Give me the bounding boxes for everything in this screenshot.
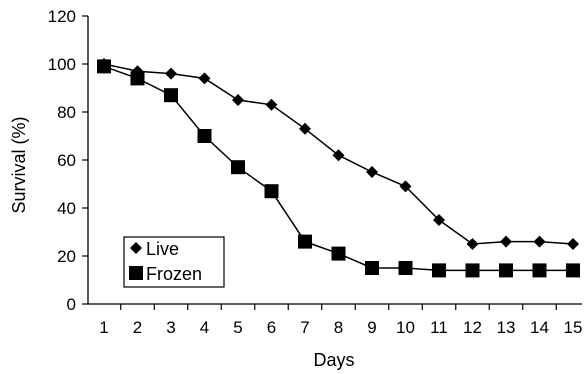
data-point-frozen [398, 261, 413, 275]
data-point-frozen [97, 59, 111, 74]
x-axis-label: Days [313, 350, 354, 370]
data-point-live [232, 94, 244, 106]
x-tick-label: 2 [133, 318, 142, 337]
data-point-live [500, 235, 512, 248]
x-tick-label: 7 [300, 318, 309, 337]
data-point-frozen [365, 261, 379, 275]
data-point-frozen [264, 184, 279, 199]
y-tick-label: 20 [57, 247, 76, 266]
x-tick-label: 4 [200, 318, 209, 337]
series-layer [97, 58, 580, 278]
data-point-frozen [231, 160, 245, 175]
data-point-live [533, 235, 546, 248]
data-point-frozen [566, 263, 580, 278]
x-tick-label: 3 [166, 318, 175, 337]
y-tick-label: 120 [48, 7, 76, 26]
x-tick-label: 8 [334, 318, 343, 337]
x-tick-label: 6 [267, 318, 276, 337]
legend-frozen-marker [129, 266, 143, 280]
legend-frozen-label: Frozen [146, 264, 202, 284]
y-tick-label: 80 [57, 103, 76, 122]
data-point-live [366, 166, 378, 178]
x-tick-label: 10 [396, 318, 415, 337]
data-point-live [198, 72, 211, 85]
legend-live-label: Live [146, 239, 179, 259]
y-tick-label: 60 [57, 151, 76, 170]
data-point-live [299, 122, 311, 135]
x-tick-label: 12 [463, 318, 482, 337]
data-point-frozen [532, 263, 547, 278]
data-point-live [433, 214, 445, 226]
data-point-frozen [331, 246, 346, 261]
legend-live-marker [130, 242, 142, 254]
x-tick-label: 13 [497, 318, 516, 337]
y-tick-label: 100 [48, 55, 76, 74]
y-tick-label: 40 [57, 199, 76, 218]
data-point-live [567, 238, 579, 250]
data-point-frozen [432, 263, 446, 278]
data-point-live [165, 67, 177, 80]
data-point-frozen [298, 234, 312, 249]
data-point-frozen [499, 263, 513, 278]
x-tick-label: 9 [367, 318, 376, 337]
x-tick-label: 15 [564, 318, 583, 337]
x-tick-label: 5 [233, 318, 242, 337]
data-point-frozen [164, 88, 178, 103]
legend: Live Frozen [123, 236, 225, 288]
data-point-live [466, 238, 479, 250]
data-point-live [399, 180, 412, 193]
y-tick-label: 0 [67, 295, 76, 314]
data-point-live [265, 98, 278, 111]
data-point-live [332, 149, 345, 162]
x-tick-label: 11 [430, 318, 448, 337]
data-point-frozen [130, 71, 145, 86]
x-tick-label: 1 [99, 318, 108, 337]
data-point-frozen [465, 263, 480, 278]
y-axis-label: Survival (%) [9, 116, 29, 213]
data-point-frozen [197, 129, 212, 143]
x-tick-label: 14 [530, 318, 549, 337]
